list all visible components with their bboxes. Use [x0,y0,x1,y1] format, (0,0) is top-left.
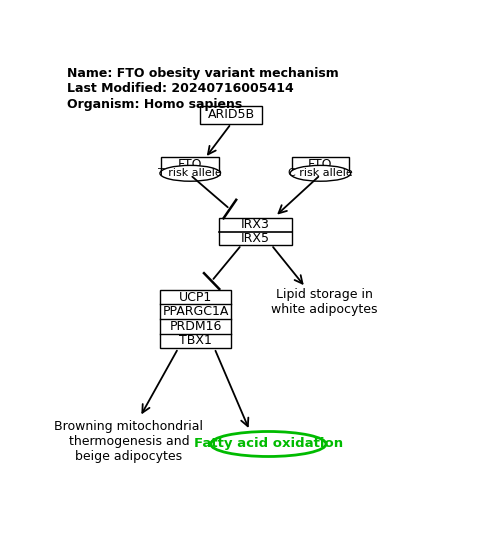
Text: Lipid storage in
white adipocytes: Lipid storage in white adipocytes [271,288,377,316]
Ellipse shape [160,166,220,181]
Ellipse shape [211,432,326,457]
Text: PPARGC1A: PPARGC1A [163,305,229,318]
FancyBboxPatch shape [160,290,231,348]
FancyBboxPatch shape [161,157,219,173]
Text: Browning mitochondrial
thermogenesis and
beige adipocytes: Browning mitochondrial thermogenesis and… [54,420,204,464]
Text: Last Modified: 20240716005414: Last Modified: 20240716005414 [67,82,294,95]
Text: PRDM16: PRDM16 [169,320,222,333]
Text: Name: FTO obesity variant mechanism: Name: FTO obesity variant mechanism [67,67,339,80]
Text: ARID5B: ARID5B [207,108,255,121]
FancyBboxPatch shape [291,157,349,173]
Text: IRX5: IRX5 [241,232,270,245]
Text: IRX3: IRX3 [241,219,270,232]
Text: FTO: FTO [308,159,333,171]
Text: T risk allele: T risk allele [158,168,222,179]
Ellipse shape [290,166,351,181]
FancyBboxPatch shape [201,106,262,124]
Text: Organism: Homo sapiens: Organism: Homo sapiens [67,98,243,111]
Text: C risk allele: C risk allele [288,168,353,179]
FancyBboxPatch shape [219,218,291,245]
Text: UCP1: UCP1 [179,291,213,304]
Text: Fatty acid oxidation: Fatty acid oxidation [194,438,343,451]
Text: FTO: FTO [178,159,203,171]
Text: TBX1: TBX1 [180,334,212,347]
